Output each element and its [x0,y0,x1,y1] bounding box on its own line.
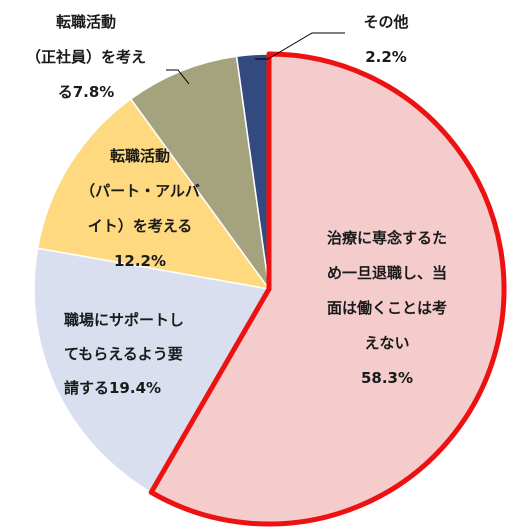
slice-label-line: （パート・アルバ [80,182,200,200]
slice-label-3: 転職活動 （パート・アルバイト）を考える 12.2% [80,147,200,270]
slice-labels: 治療に専念するため一旦退職し、当面は働くことは考えない 58.3% 職場にサポートし… [26,13,447,397]
slice-label-5: その他 2.2% [363,13,408,66]
slice-label-line: 2.2% [365,48,407,66]
slice-label-line: えない [364,334,409,352]
slice-label-line: め一旦退職し、当 [327,264,447,282]
pie-slice-4 [130,55,270,290]
highlight-outline [148,51,507,527]
slice-label-line: その他 [363,13,408,31]
slice-label-line: 職場にサポートし [64,311,184,329]
slice-label-line: 58.3% [361,369,413,387]
slice-label-1: 治療に専念するため一旦退職し、当面は働くことは考えない 58.3% [327,229,447,387]
pie-slices [33,51,507,527]
pie-slice-2 [33,247,270,494]
slice-label-line: イト）を考える [88,217,193,235]
slice-label-4: 転職活動 （正社員）を考える7.8% [26,13,146,101]
slice-label-line: る7.8% [58,83,115,101]
slice-label-line: （正社員）を考え [26,48,146,66]
slice-label-line: 転職活動 [56,13,116,31]
leader-lines [166,32,345,85]
slice-label-line: 治療に専念するた [327,229,447,247]
pie-slice-3 [36,98,270,290]
slice-label-line: てもらえるよう要 [64,345,183,363]
slice-label-line: 請する19.4% [64,379,161,397]
leader-line-4 [166,69,190,85]
leader-line-5 [255,32,345,60]
slice-label-line: 転職活動 [110,147,170,165]
slice-label-line: 面は働くことは考 [327,299,447,317]
slice-label-line: 12.2% [114,252,166,270]
slice-label-2: 職場にサポートしてもらえるよう要請する19.4% [64,311,184,397]
